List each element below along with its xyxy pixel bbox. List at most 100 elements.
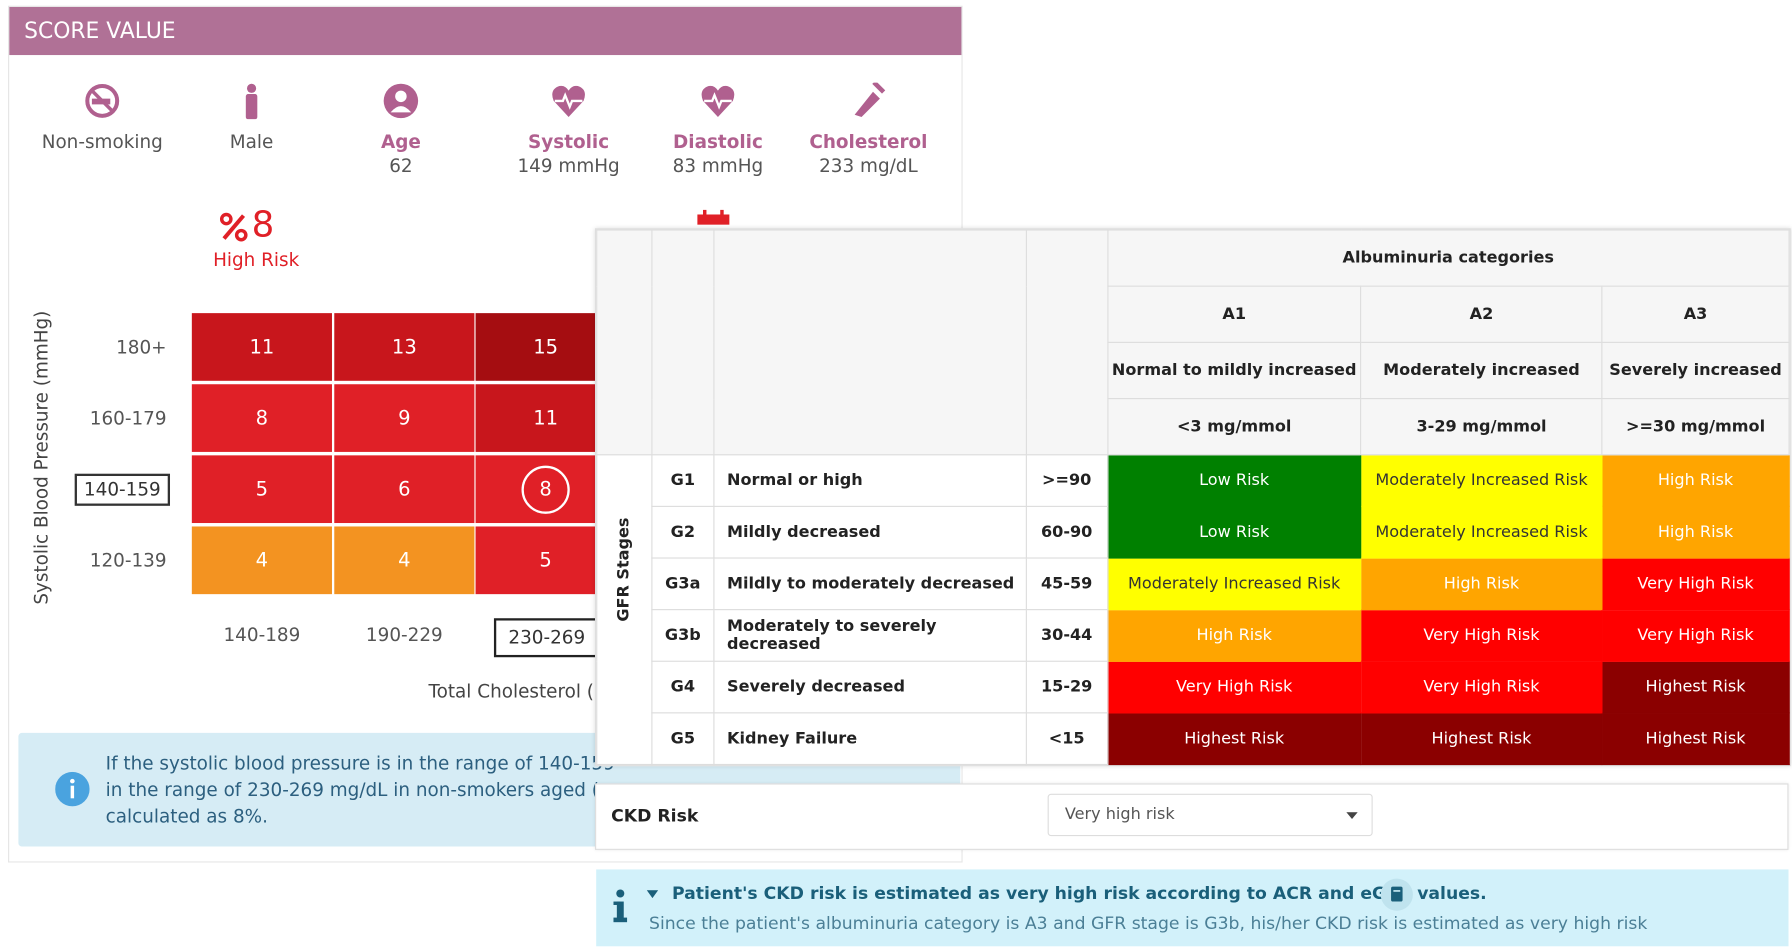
factor-label: Cholesterol bbox=[809, 130, 928, 153]
risk-select[interactable]: Very high risk bbox=[1047, 793, 1373, 837]
risk-cell: Very High Risk bbox=[1360, 660, 1603, 714]
factor-label: Male bbox=[229, 130, 274, 153]
factor: Systolic 149 mmHg bbox=[494, 83, 643, 177]
cell-value: 13 bbox=[391, 335, 417, 359]
gfr-description: Moderately to severely decreased bbox=[713, 609, 1027, 662]
ckd-risk-bar: CKD Risk Very high risk bbox=[595, 783, 1789, 850]
percent-icon bbox=[219, 212, 248, 242]
gfr-description: Mildly to moderately decreased bbox=[713, 557, 1027, 611]
risk-cell: High Risk bbox=[1106, 609, 1362, 662]
cell-value: 5 bbox=[255, 477, 269, 501]
gfr-stage: G2 bbox=[651, 505, 715, 559]
gfr-range: 15-29 bbox=[1025, 660, 1108, 714]
cell-value: 15 bbox=[533, 335, 559, 359]
factor: Non-smoking bbox=[28, 83, 177, 153]
gfr-row: G3b Moderately to severely decreased 30-44… bbox=[597, 609, 1790, 662]
collapse-caret[interactable] bbox=[646, 890, 659, 899]
gfr-range: >=90 bbox=[1025, 454, 1108, 507]
info-line: If the systolic blood pressure is in the… bbox=[105, 752, 615, 775]
factor-label: Diastolic bbox=[673, 130, 763, 153]
ckd-info-box: Patient's CKD risk is estimated as very … bbox=[596, 869, 1789, 947]
factor: Age 62 bbox=[326, 83, 475, 177]
tab-icon bbox=[697, 209, 730, 225]
risk-cell: Very High Risk bbox=[1601, 557, 1790, 611]
risk-cell: Low Risk bbox=[1106, 454, 1362, 507]
row-label: 180+ bbox=[116, 336, 167, 358]
factor: Cholesterol 233 mg/dL bbox=[794, 80, 943, 177]
column-label: 230-269 bbox=[493, 618, 600, 658]
gfr-title: GFR Stages bbox=[615, 516, 634, 622]
head-row: <3 mg/mmol 3-29 mg/mmol >=30 mg/mmol bbox=[597, 398, 1790, 456]
risk-cell: Very High Risk bbox=[1106, 660, 1362, 714]
factor-value: 233 mg/dL bbox=[819, 154, 918, 177]
factor-icon bbox=[383, 83, 419, 119]
ckd-table-panel: Albuminuria categories A1 A2 A3 Normal to mi… bbox=[595, 228, 1791, 767]
info-text: If the systolic blood pressure is in the… bbox=[106, 750, 615, 829]
column-label: 140-189 bbox=[223, 623, 301, 646]
head-row: Albuminuria categories bbox=[596, 229, 1790, 456]
icon bbox=[245, 94, 258, 120]
icon bbox=[554, 92, 583, 110]
cell-value: 11 bbox=[249, 335, 275, 359]
corner-cell bbox=[1025, 229, 1108, 456]
factor-value: 149 mmHg bbox=[517, 154, 620, 177]
icon bbox=[246, 83, 257, 93]
risk-cell: 4 bbox=[191, 526, 332, 595]
risk-cell: 4 bbox=[334, 526, 475, 595]
row-label: 120-139 bbox=[89, 549, 167, 572]
factor-value: 62 bbox=[389, 154, 413, 177]
albuminuria-title: Albuminuria categories bbox=[1106, 229, 1790, 287]
column-label: 190-229 bbox=[365, 623, 443, 646]
select-value: Very high risk bbox=[1064, 805, 1175, 824]
info-line: calculated as 8%. bbox=[105, 805, 268, 827]
gfr-row: G2 Mildly decreased 60-90 Low Risk Moderatel… bbox=[597, 505, 1790, 559]
icon bbox=[704, 92, 732, 110]
risk-cell: Moderately Increased Risk bbox=[1360, 505, 1603, 559]
factor: Diastolic 83 mmHg bbox=[643, 83, 792, 177]
cell-value: 8 bbox=[255, 406, 269, 430]
icon bbox=[395, 90, 407, 103]
table-head: Albuminuria categories A1 A2 A3 Normal to mi… bbox=[596, 229, 1790, 456]
risk-cell: High Risk bbox=[1360, 557, 1603, 611]
gfr-stage: G3a bbox=[651, 557, 715, 611]
gfr-row: G4 Severely decreased 15-29 Very High Risk V… bbox=[597, 660, 1790, 714]
gfr-row: GFR Stages G1 Normal or high >=90 Low Risk Mo… bbox=[596, 454, 1790, 766]
albuminuria-description: Severely increased bbox=[1601, 341, 1790, 400]
risk-cell: Highest Risk bbox=[1106, 712, 1362, 766]
cell-value: 4 bbox=[398, 548, 411, 572]
ckd-info-text: Since the patient's albuminuria category… bbox=[649, 913, 1648, 934]
cell-value: 9 bbox=[398, 406, 411, 430]
info-i-icon bbox=[613, 889, 628, 923]
gfr-range: 60-90 bbox=[1025, 505, 1108, 559]
ckd-info-title: Patient's CKD risk is estimated as very … bbox=[671, 883, 1487, 904]
risk-cell: Very High Risk bbox=[1360, 609, 1603, 662]
risk-cell: 6 bbox=[334, 455, 475, 524]
gfr-row: G5 Kidney Failure <15 Highest Risk Highest R… bbox=[597, 712, 1790, 766]
cell-value: 6 bbox=[398, 477, 411, 501]
factor: Male bbox=[177, 83, 326, 153]
icon bbox=[390, 106, 412, 113]
cell-value: 8 bbox=[521, 465, 570, 514]
gfr-title-cell: GFR Stages bbox=[596, 454, 653, 766]
risk-cell: Highest Risk bbox=[1601, 712, 1790, 766]
gfr-row: G3a Mildly to moderately decreased 45-59 Mo… bbox=[597, 557, 1790, 611]
doc-button[interactable] bbox=[1380, 877, 1414, 911]
albuminuria-range: >=30 mg/mmol bbox=[1601, 398, 1790, 456]
corner-cell bbox=[713, 229, 1027, 456]
caret bbox=[1346, 812, 1358, 819]
risk-cell: 8 bbox=[475, 455, 616, 524]
gfr-description: Mildly decreased bbox=[713, 505, 1027, 559]
panel-title: SCORE VALUE bbox=[9, 6, 962, 56]
gfr-description: Normal or high bbox=[713, 454, 1027, 507]
factor-value: 83 mmHg bbox=[672, 154, 764, 177]
score-label: High Risk bbox=[213, 248, 300, 271]
factor-label: Non-smoking bbox=[41, 130, 163, 153]
ckd-table: Albuminuria categories A1 A2 A3 Normal to mi… bbox=[596, 229, 1790, 766]
risk-cell: Highest Risk bbox=[1601, 660, 1790, 714]
row-label: 160-179 bbox=[89, 407, 167, 429]
risk-cell: Very High Risk bbox=[1601, 609, 1790, 662]
factor-icon bbox=[701, 85, 735, 117]
gfr-stage: G1 bbox=[651, 454, 715, 507]
risk-cell: 11 bbox=[475, 384, 616, 452]
